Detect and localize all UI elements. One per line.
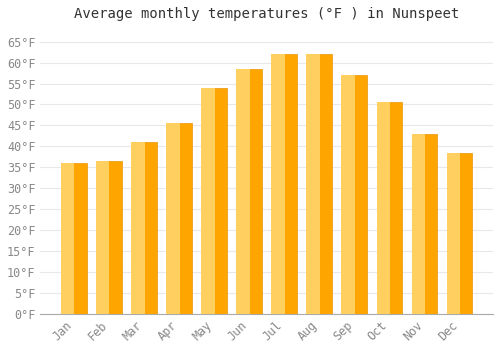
Title: Average monthly temperatures (°F ) in Nunspeet: Average monthly temperatures (°F ) in Nu… [74, 7, 460, 21]
Bar [62, 163, 86, 314]
Bar [342, 75, 355, 314]
Bar [96, 161, 110, 314]
Bar [132, 142, 157, 314]
Bar [446, 153, 460, 314]
Bar [201, 88, 214, 314]
Bar [376, 102, 390, 314]
Bar [166, 123, 179, 314]
Bar [61, 163, 74, 314]
Bar [412, 134, 425, 314]
Bar [168, 123, 192, 314]
Bar [272, 54, 285, 314]
Bar [202, 88, 227, 314]
Bar [131, 142, 144, 314]
Bar [342, 75, 367, 314]
Bar [238, 69, 262, 314]
Bar [378, 102, 402, 314]
Bar [306, 54, 320, 314]
Bar [448, 153, 472, 314]
Bar [272, 54, 297, 314]
Bar [413, 134, 438, 314]
Bar [236, 69, 250, 314]
Bar [308, 54, 332, 314]
Bar [97, 161, 122, 314]
